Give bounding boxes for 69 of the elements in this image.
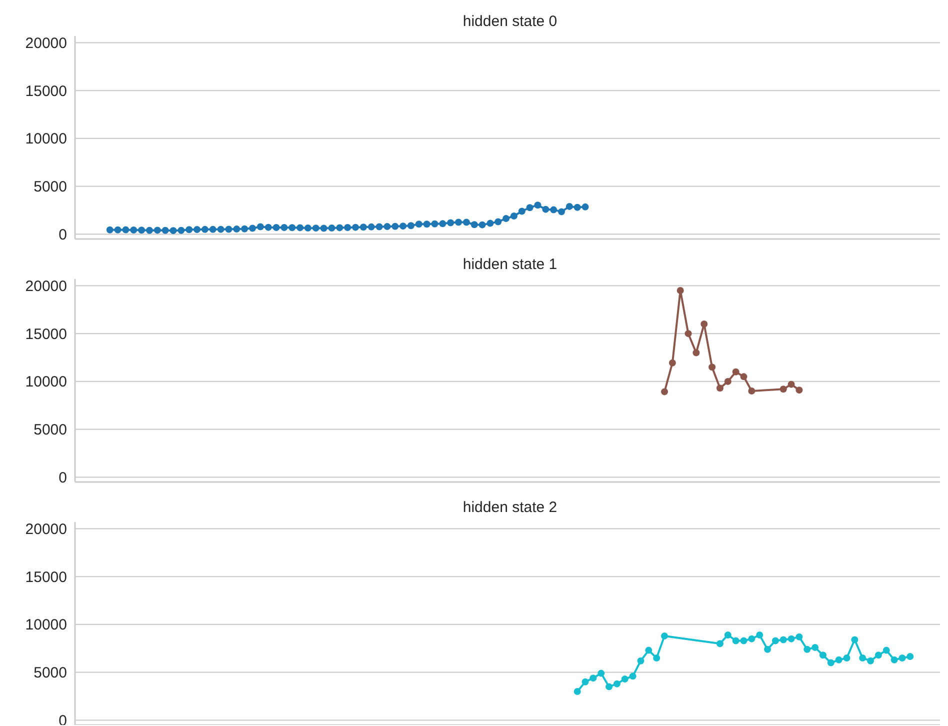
point (906, 653, 914, 660)
point (835, 656, 842, 664)
point (661, 388, 668, 396)
point (748, 388, 756, 395)
point (764, 646, 772, 653)
y-tick-label: 5000 (34, 178, 67, 196)
point (851, 636, 858, 644)
point (629, 672, 636, 680)
point (874, 652, 882, 659)
y-tick-label: 0 (58, 226, 67, 244)
point (676, 286, 684, 294)
y-tick-label: 15000 (25, 82, 67, 100)
y-tick-label: 0 (58, 469, 67, 486)
point (716, 640, 724, 648)
point (637, 657, 644, 664)
y-tick-label: 10000 (25, 130, 67, 148)
y-tick-label: 20000 (25, 34, 67, 52)
point (756, 631, 764, 638)
point (740, 637, 748, 644)
point (890, 656, 898, 664)
point (859, 654, 866, 662)
point (645, 646, 652, 654)
point (732, 368, 740, 376)
point (788, 635, 795, 642)
point (788, 380, 795, 388)
point (700, 320, 708, 328)
point (732, 637, 740, 644)
point (606, 683, 613, 690)
point (590, 674, 597, 682)
point (780, 636, 787, 644)
point (716, 384, 724, 392)
point (621, 676, 628, 683)
chart-title: hidden state 2 (462, 499, 558, 516)
point (772, 637, 779, 644)
point (613, 680, 620, 688)
point (898, 654, 906, 662)
y-tick-label: 20000 (25, 520, 67, 538)
point (804, 646, 811, 653)
point (708, 364, 716, 371)
point (780, 386, 787, 393)
point (748, 635, 756, 642)
point (668, 359, 676, 366)
point (819, 652, 826, 659)
point (867, 657, 874, 664)
y-tick-label: 10000 (25, 374, 67, 391)
y-tick-label: 10000 (25, 616, 67, 634)
point (843, 654, 850, 662)
point (684, 330, 692, 338)
chart-title: hidden state 1 (462, 256, 558, 273)
point (724, 378, 732, 385)
point (812, 644, 819, 651)
point (653, 654, 660, 662)
point (661, 632, 668, 640)
y-tick-label: 20000 (25, 278, 67, 295)
point (827, 659, 834, 666)
point (882, 646, 890, 654)
point (598, 670, 605, 677)
point (692, 349, 700, 356)
point (740, 373, 748, 380)
y-tick-label: 15000 (25, 326, 67, 343)
point (582, 678, 589, 686)
chart-title: hidden state 0 (462, 13, 558, 30)
point (574, 688, 581, 695)
y-tick-label: 5000 (34, 664, 67, 682)
point (724, 631, 732, 638)
point (796, 633, 803, 640)
y-tick-label: 15000 (25, 568, 67, 586)
point (796, 386, 803, 394)
y-tick-label: 5000 (34, 422, 67, 439)
